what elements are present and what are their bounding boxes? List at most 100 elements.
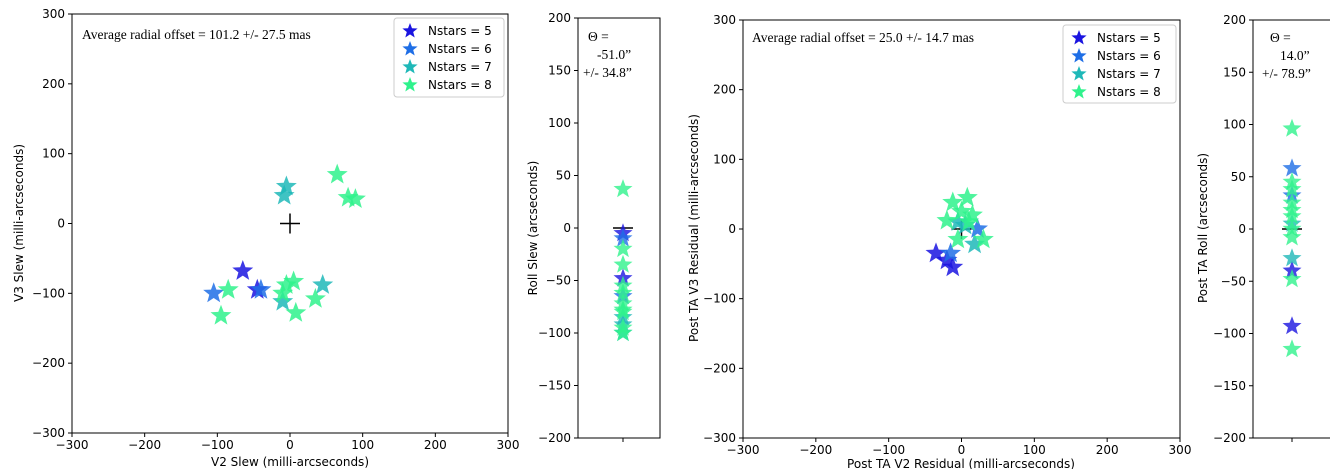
y-tick-label: 0 <box>57 217 65 231</box>
y-tick-label: 150 <box>1223 65 1246 79</box>
panel-residual-scatter: Average radial offset = 25.0 +/- 14.7 ma… <box>687 13 1191 469</box>
data-point-star <box>326 163 348 184</box>
data-point-star <box>1282 316 1302 335</box>
x-tick-label: −100 <box>201 438 234 452</box>
axis-ticks: 200 150 100 50 0 −50 −100 −150 −200 <box>538 11 624 445</box>
y-tick-label: −150 <box>538 379 571 393</box>
y-tick-label: −300 <box>703 431 736 445</box>
data-point-star <box>250 278 272 299</box>
y-tick-label: −100 <box>538 326 571 340</box>
average-radial-offset-annotation: Average radial offset = 101.2 +/- 27.5 m… <box>82 27 311 42</box>
y-tick-label: −100 <box>32 286 65 300</box>
data-point-star <box>967 218 988 238</box>
x-tick-label: 200 <box>424 438 447 452</box>
legend-keys <box>1071 30 1087 99</box>
x-tick-label: 300 <box>497 438 520 452</box>
data-point-star <box>1282 227 1302 246</box>
x-tick-label: 0 <box>958 443 966 457</box>
data-point-star <box>1282 269 1302 288</box>
y-tick-label: 300 <box>713 13 736 27</box>
legend-label-nstars-6: Nstars = 6 <box>1097 49 1161 63</box>
y-tick-label: 0 <box>563 221 571 235</box>
legend-key-star <box>1071 84 1087 99</box>
legend-label-nstars-7: Nstars = 7 <box>428 60 492 74</box>
target-cross-marker <box>280 213 300 234</box>
data-point-star <box>947 211 969 231</box>
legend: Nstars = 5 Nstars = 6 Nstars = 7 Nstars … <box>393 17 505 98</box>
data-point-star <box>1282 339 1302 358</box>
legend-key-star <box>1071 66 1087 81</box>
theta-label: Θ = <box>588 29 609 44</box>
y-tick-label: −50 <box>546 274 571 288</box>
legend: Nstars = 5 Nstars = 6 Nstars = 7 Nstars … <box>1062 24 1177 104</box>
y-tick-label: 50 <box>556 169 571 183</box>
y-axis-label: Roll Slew (arcseconds) <box>526 161 540 296</box>
y-tick-label: 200 <box>548 11 571 25</box>
x-axis-label: Post TA V2 Residual (milli-arcseconds) <box>847 457 1075 469</box>
data-point-star <box>942 191 964 212</box>
data-point-star <box>285 301 307 322</box>
x-tick-label: 100 <box>1023 443 1046 457</box>
y-tick-label: 100 <box>42 147 65 161</box>
y-tick-label: 150 <box>548 64 571 78</box>
y-tick-label: 200 <box>713 83 736 97</box>
y-tick-label: 0 <box>1238 222 1246 236</box>
data-point-star <box>210 304 232 325</box>
y-tick-label: −200 <box>1213 431 1246 445</box>
y-tick-label: −200 <box>703 361 736 375</box>
legend-keys <box>402 23 418 92</box>
x-tick-label: 0 <box>286 438 294 452</box>
y-tick-label: 0 <box>728 222 736 236</box>
data-point-star <box>344 188 366 208</box>
legend-label-nstars-7: Nstars = 7 <box>1097 67 1161 81</box>
axis-ticks: 200 150 100 50 0 −50 −100 −150 −200 <box>1213 13 1293 445</box>
y-tick-label: −200 <box>32 356 65 370</box>
data-point-star <box>951 200 972 221</box>
axis-ticks: 300 200 100 0 −100 −200 −300−300 −200 −100 0 100 20… <box>703 13 1191 457</box>
data-marks <box>613 179 633 342</box>
data-point-star <box>1282 248 1302 267</box>
y-tick-label: 100 <box>713 152 736 166</box>
data-point-star <box>613 283 633 302</box>
y-tick-label: 200 <box>42 77 65 91</box>
y-axis-label: Post TA V3 Residual (milli-arcseconds) <box>687 114 701 342</box>
data-point-star <box>940 242 961 263</box>
legend-key-star <box>1071 30 1087 45</box>
x-tick-label: −300 <box>727 443 760 457</box>
data-point-star <box>283 270 305 291</box>
panel-post-ta-roll: Θ = 14.0” +/- 78.9” 200 150 100 50 0 −50 −100 −… <box>1196 13 1330 445</box>
legend-label-nstars-8: Nstars = 8 <box>1097 85 1161 99</box>
average-radial-offset-annotation: Average radial offset = 25.0 +/- 14.7 ma… <box>752 30 974 45</box>
legend-box <box>1062 24 1177 104</box>
y-tick-label: −50 <box>1221 274 1246 288</box>
data-point-star <box>936 209 958 230</box>
data-point-star <box>613 228 633 247</box>
panel-roll-slew: Θ = -51.0” +/- 34.8” 200 150 100 50 0 −50 −100… <box>526 11 661 445</box>
data-point-star <box>613 239 633 258</box>
y-axis-label: V3 Slew (milli-arcseconds) <box>12 144 26 302</box>
panel-slew-scatter: Average radial offset = 101.2 +/- 27.5 m… <box>12 7 519 469</box>
data-point-star <box>275 274 297 294</box>
data-point-star <box>1282 206 1302 225</box>
y-tick-label: −100 <box>1213 327 1246 341</box>
legend-label-nstars-8: Nstars = 8 <box>428 78 492 92</box>
data-point-star <box>962 204 983 224</box>
theta-uncertainty: +/- 78.9” <box>1262 66 1311 81</box>
data-point-star <box>305 287 326 308</box>
x-tick-label: 300 <box>1169 443 1192 457</box>
y-tick-label: 200 <box>1223 13 1246 27</box>
x-axis-label: V2 Slew (milli-arcseconds) <box>211 455 369 469</box>
data-point-star <box>972 228 994 249</box>
legend-key-star <box>402 41 418 56</box>
data-point-star <box>956 186 978 207</box>
y-tick-label: −200 <box>538 431 571 445</box>
y-tick-label: −100 <box>703 292 736 306</box>
axis-ticks: 300 200 100 0 −100 −200 −300−300 −200 −100 0 100 20… <box>32 7 519 452</box>
data-point-star <box>1282 158 1302 177</box>
y-tick-label: 300 <box>42 7 65 21</box>
plot-frame <box>1252 19 1330 439</box>
theta-value: 14.0” <box>1280 48 1310 63</box>
data-marks <box>203 163 366 325</box>
data-point-star <box>964 233 986 254</box>
